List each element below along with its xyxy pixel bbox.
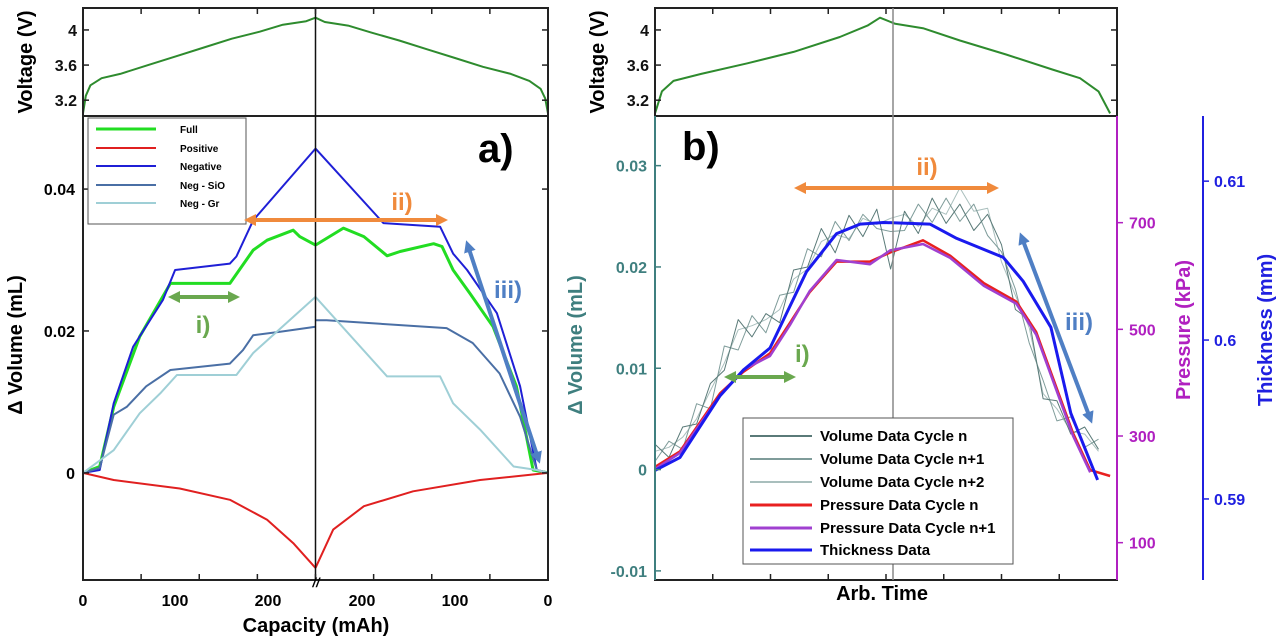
b-pressure-ylabel: Pressure (kPa) — [1173, 260, 1195, 400]
b-panel-label: b) — [682, 125, 720, 169]
a-voltage-discharge-line — [315, 16, 549, 114]
b-legend-label: Volume Data Cycle n+1 — [820, 451, 984, 468]
b-annotation-label-iii: iii) — [1065, 309, 1093, 336]
b-volume-ytick-label: 0 — [638, 463, 647, 480]
a-series-negative-discharge-line — [314, 147, 549, 474]
b-volume-line — [654, 187, 1099, 452]
a-voltage-ytick-label: 3.2 — [55, 93, 77, 110]
b-voltage-ytick-label: 3.6 — [627, 58, 649, 75]
a-series-positive-charge-line — [82, 471, 317, 569]
a-annotation-label-i: i) — [196, 312, 211, 339]
b-volume-ytick-label: 0.01 — [616, 361, 647, 378]
b-pressure-ytick-label: 500 — [1129, 322, 1156, 339]
a-legend-label: Negative — [180, 162, 222, 173]
a-axis-break: // — [311, 575, 321, 590]
b-legend-label: Volume Data Cycle n — [820, 428, 967, 445]
a-ytick-label: 0 — [66, 466, 75, 483]
a-series-neg-sio-charge-line — [82, 325, 316, 474]
b-legend: Volume Data Cycle n Volume Data Cycle n+… — [742, 417, 1014, 565]
a-ytick-label: 0.04 — [44, 182, 75, 199]
b-voltage-ytick-label: 3.2 — [627, 93, 649, 110]
b-legend-label: Pressure Data Cycle n+1 — [820, 520, 996, 537]
a-xtick-label: 200 — [255, 593, 282, 610]
b-annotation-arrow-iii — [1018, 232, 1094, 424]
a-legend-label: Neg - Gr — [180, 199, 220, 210]
b-volume-ylabel: Δ Volume (mL) — [565, 275, 587, 415]
b-thickness-ytick-label: 0.6 — [1214, 333, 1236, 350]
a-annotation-label-iii: iii) — [494, 277, 522, 304]
b-annotation-label-ii: ii) — [916, 154, 937, 181]
a-series-negative-charge-line — [82, 147, 317, 474]
b-pressure-ytick-label: 300 — [1129, 429, 1156, 446]
a-legend: Full Positive Negative Neg - SiO Neg - G… — [87, 117, 247, 225]
b-thickness-ylabel: Thickness (mm) — [1255, 254, 1277, 406]
b-voltage-ytick-label: 4 — [640, 23, 649, 40]
b-xlabel: Arb. Time — [836, 583, 928, 605]
a-volume-ylabel: Δ Volume (mL) — [5, 275, 27, 415]
b-voltage-ylabel: Voltage (V) — [587, 11, 609, 114]
a-xtick-label: 0 — [79, 593, 88, 610]
b-voltage-line — [654, 16, 1111, 114]
b-pressure-ytick-label: 100 — [1129, 536, 1156, 553]
a-xtick-label: 0 — [544, 593, 553, 610]
a-xtick-label: 100 — [162, 593, 189, 610]
b-legend-label: Pressure Data Cycle n — [820, 497, 978, 514]
a-xtick-label: 100 — [442, 593, 469, 610]
b-volume-ytick-label: 0.02 — [616, 260, 647, 277]
a-series-neg-sio-discharge-line — [315, 319, 549, 474]
a-ytick-label: 0.02 — [44, 324, 75, 341]
a-voltage-ytick-label: 4 — [68, 23, 77, 40]
a-voltage-charge-line — [82, 16, 316, 114]
a-legend-label: Neg - SiO — [180, 181, 225, 192]
b-thickness-ytick-label: 0.59 — [1214, 492, 1245, 509]
a-voltage-ylabel: Voltage (V) — [15, 11, 37, 114]
b-legend-label: Volume Data Cycle n+2 — [820, 474, 984, 491]
a-series-full-discharge-line — [314, 226, 549, 475]
a-xlabel: Capacity (mAh) — [243, 615, 390, 637]
b-annotation-label-i: i) — [795, 341, 810, 368]
a-xtick-label: 200 — [349, 593, 376, 610]
a-legend-label: Full — [180, 125, 198, 136]
a-voltage-ytick-label: 3.6 — [55, 58, 77, 75]
a-annotation-label-ii: ii) — [391, 189, 412, 216]
b-volume-ytick-label: -0.01 — [611, 564, 648, 581]
b-voltage-frame — [654, 7, 1118, 117]
a-legend-label: Positive — [180, 144, 219, 155]
b-volume-ytick-label: 0.03 — [616, 159, 647, 176]
a-series-neg-gr-charge-line — [82, 296, 317, 474]
a-panel-label: a) — [478, 127, 514, 171]
a-series-positive-discharge-line — [314, 471, 549, 569]
b-pressure-ytick-label: 700 — [1129, 216, 1156, 233]
b-thickness-ytick-label: 0.61 — [1214, 174, 1245, 191]
a-annotation-arrow-iii — [464, 240, 542, 464]
b-legend-label: Thickness Data — [820, 542, 931, 559]
